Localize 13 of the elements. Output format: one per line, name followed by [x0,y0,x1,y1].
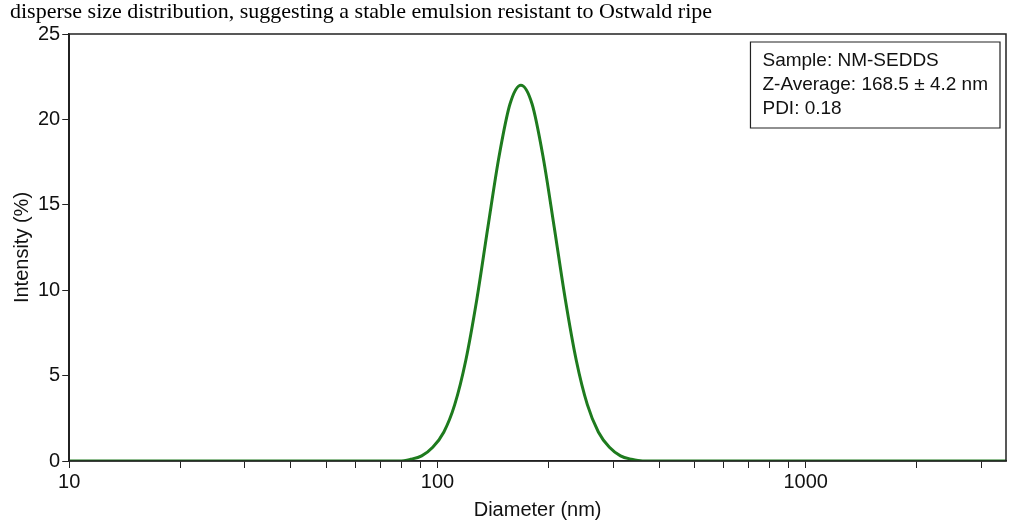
y-tick-label: 10 [38,277,61,300]
x-tick-label: 100 [420,469,455,492]
y-tick-label: 0 [49,448,61,471]
y-tick-label: 5 [49,363,61,386]
annotation: Sample: NM-SEDDS [762,49,939,71]
text: disperse size distribution, suggesting a stable emulsion resistant to Ostwald ripe [10,0,713,23]
x-axis-title: Diameter (nm) [473,497,602,520]
annotation: PDI: 0.18 [762,97,842,119]
y-tick-label: 20 [38,106,61,129]
y-tick-label: 15 [38,192,61,215]
y-axis-title: Intensity (%) [9,191,32,304]
annotation: Z-Average: 168.5 ± 4.2 nm [762,73,989,95]
x-tick-label: 1000 [783,469,828,492]
